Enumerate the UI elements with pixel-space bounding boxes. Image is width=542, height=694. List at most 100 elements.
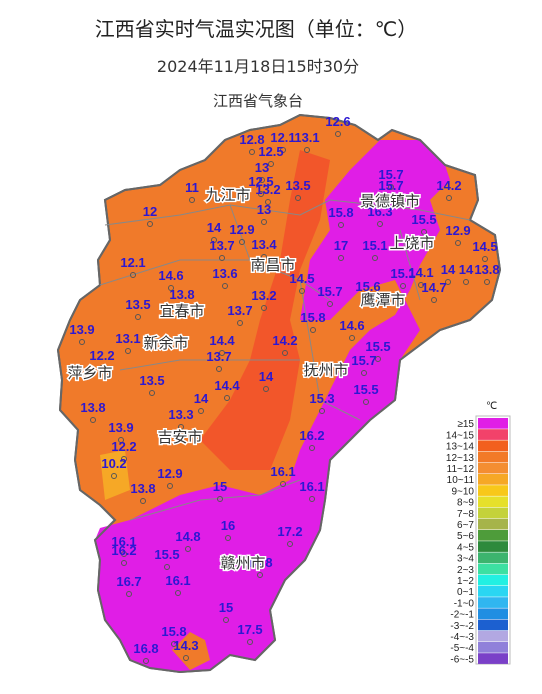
- station-dot: [295, 195, 301, 201]
- station-dot: [164, 564, 170, 570]
- legend-swatch: [478, 518, 508, 530]
- station-dot: [363, 399, 369, 405]
- legend-label: 1~2: [457, 576, 474, 587]
- station-dot: [178, 424, 184, 430]
- station-dot: [463, 279, 469, 285]
- legend-label: 6~7: [457, 520, 474, 531]
- legend-swatch: [478, 418, 508, 429]
- legend-label: 4~5: [457, 542, 474, 553]
- station-value: 15.3: [309, 391, 334, 406]
- station-dot: [361, 370, 367, 376]
- station-value: 14: [207, 220, 222, 235]
- station-value: 12.8: [239, 132, 264, 147]
- station-value: 14.4: [214, 378, 240, 393]
- legend-label: 11~12: [447, 464, 475, 475]
- station-dot: [79, 339, 85, 345]
- station-dot: [310, 327, 316, 333]
- legend-swatch: [478, 507, 508, 519]
- station-dot: [338, 222, 344, 228]
- station-value: 14.6: [339, 318, 364, 333]
- station-value: 16.8: [247, 555, 272, 570]
- station-value: 10.2: [101, 456, 126, 471]
- station-dot: [259, 177, 265, 183]
- station-value: 14.7: [421, 280, 446, 295]
- legend-frame: [475, 415, 511, 665]
- station-value: 15: [219, 600, 233, 615]
- legend-swatch: [478, 597, 508, 608]
- legend-swatch: [478, 451, 508, 463]
- station-value: 12.9: [445, 223, 470, 238]
- station-dot: [268, 161, 274, 167]
- station-value: 15.8: [300, 310, 325, 325]
- legend-swatch: [478, 642, 508, 653]
- station-value: 13.5: [285, 178, 310, 193]
- station-dot: [135, 314, 141, 320]
- legend-swatch: [478, 653, 508, 664]
- station-dot: [309, 496, 315, 502]
- station-dot: [237, 320, 243, 326]
- legend-label: 3~4: [457, 554, 474, 565]
- station-value: 15.7: [317, 284, 342, 299]
- station-dot: [216, 366, 222, 372]
- station-value: 14.1: [408, 265, 433, 280]
- station-dot: [143, 658, 149, 664]
- legend-swatch: [478, 619, 508, 631]
- city-name: 九江市: [205, 186, 250, 204]
- legend-label: 12~13: [446, 453, 475, 464]
- station-dot: [287, 541, 293, 547]
- station-value: 15.7: [378, 167, 403, 182]
- station-dot: [111, 473, 117, 479]
- patch-orange-south: [172, 632, 210, 670]
- station-value: 13.1: [294, 130, 319, 145]
- station-value: 16.8: [133, 641, 158, 656]
- station-value: 14.5: [289, 271, 314, 286]
- station-dot: [327, 301, 333, 307]
- station-value: 16.1: [270, 464, 295, 479]
- legend-swatch: [478, 563, 508, 575]
- legend-title: ℃: [486, 401, 497, 412]
- legend-label: -1~0: [454, 598, 475, 609]
- legend-label: 10~11: [447, 475, 475, 486]
- station-dot: [445, 279, 451, 285]
- station-value: 15.8: [328, 205, 353, 220]
- legend-swatch: [478, 485, 508, 496]
- station-value: 13.5: [139, 373, 164, 388]
- station-dot: [375, 356, 381, 362]
- legend: ℃ ≥1514~1513~1412~1311~1210~119~108~97~86…: [446, 401, 511, 665]
- station-value: 12.9: [157, 466, 182, 481]
- station-value: 13.9: [69, 322, 94, 337]
- station-dot: [431, 297, 437, 303]
- station-dot: [280, 147, 286, 153]
- station-dot: [388, 195, 394, 201]
- station-dot: [147, 221, 153, 227]
- legend-label: ≥15: [457, 419, 474, 430]
- station-value: 16.1: [299, 479, 324, 494]
- legend-label: 7~8: [457, 509, 474, 520]
- station-dot: [179, 304, 185, 310]
- station-dot: [319, 408, 325, 414]
- city-name: 萍乡市: [67, 364, 112, 382]
- station-dot: [418, 282, 424, 288]
- legend-label: 8~9: [457, 498, 474, 509]
- station-value: 17.2: [277, 524, 302, 539]
- station-dot: [261, 219, 267, 225]
- station-dot: [118, 437, 124, 443]
- city-name: 新余市: [143, 334, 188, 352]
- station-value: 12.9: [229, 222, 254, 237]
- legend-swatch: [478, 574, 508, 586]
- station-value: 17: [334, 238, 348, 253]
- station-dot: [90, 417, 96, 423]
- station-dot: [482, 256, 488, 262]
- legend-swatch: [478, 462, 508, 474]
- station-value: 15.5: [365, 339, 390, 354]
- station-value: 14: [194, 391, 209, 406]
- station-value: 14: [459, 262, 474, 277]
- station-value: 15: [213, 479, 227, 494]
- legend-swatch: [478, 496, 508, 508]
- station-dot: [130, 272, 136, 278]
- station-value: 16.7: [116, 574, 141, 589]
- station-value: 11: [185, 180, 199, 195]
- station-value: 16.1: [111, 534, 136, 549]
